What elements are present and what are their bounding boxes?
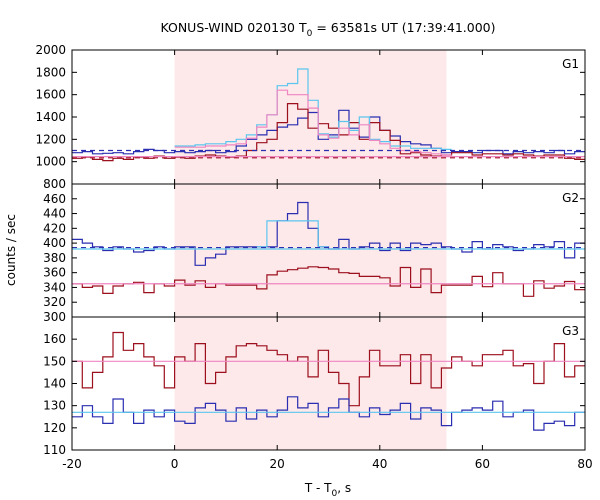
- series-lightblue-step-line: [256, 220, 329, 248]
- y-tick-label: 120: [43, 421, 66, 435]
- y-tick-label: 1800: [35, 65, 66, 79]
- x-axis-label: T - T0, s: [304, 481, 351, 499]
- chart-title: KONUS-WIND 020130 T0 = 63581s UT (17:39:…: [160, 20, 495, 39]
- x-tick-label: 80: [577, 457, 592, 471]
- y-tick-label: 400: [43, 236, 66, 250]
- x-tick-label: 40: [372, 457, 387, 471]
- panel-border: [71, 316, 586, 451]
- panel-g2: [72, 201, 585, 297]
- y-tick-label: 1000: [35, 155, 66, 169]
- panel-g1: [72, 68, 585, 162]
- y-tick-label: 1400: [35, 110, 66, 124]
- chart-title-subscript: 0: [307, 29, 313, 39]
- y-tick-label: 800: [43, 177, 66, 191]
- y-tick-label: 380: [43, 251, 66, 265]
- y-tick-label: 420: [43, 221, 66, 235]
- x-tick-label: -20: [62, 457, 82, 471]
- y-tick-label: 160: [43, 332, 66, 346]
- chart-panels: [72, 50, 585, 450]
- y-axis-label: counts / sec: [4, 214, 18, 286]
- series-darkred-step-line: [72, 331, 585, 407]
- y-tick-label: 140: [43, 377, 66, 391]
- panel-label: G1: [562, 57, 579, 71]
- y-tick-label: 2000: [35, 43, 66, 57]
- panel-g3: [72, 331, 585, 431]
- panel-label: G2: [562, 191, 579, 205]
- y-tick-label: 1200: [35, 132, 66, 146]
- y-tick-label: 130: [43, 399, 66, 413]
- y-tick-label: 1600: [35, 88, 66, 102]
- panel-label: G3: [562, 324, 579, 338]
- chart-frame: 800100012001400160018002000G130032034036…: [35, 43, 592, 471]
- y-tick-label: 320: [43, 295, 66, 309]
- y-tick-label: 340: [43, 280, 66, 294]
- x-tick-label: 20: [270, 457, 285, 471]
- x-axis-label-subscript: 0: [332, 489, 338, 499]
- x-tick-label: 60: [475, 457, 490, 471]
- y-tick-label: 300: [43, 310, 66, 324]
- y-tick-label: 150: [43, 354, 66, 368]
- y-tick-label: 440: [43, 207, 66, 221]
- y-tick-label: 360: [43, 266, 66, 280]
- y-tick-label: 110: [43, 443, 66, 457]
- x-tick-label: 0: [171, 457, 179, 471]
- y-tick-label: 460: [43, 192, 66, 206]
- series-darkred-step-line: [72, 266, 585, 297]
